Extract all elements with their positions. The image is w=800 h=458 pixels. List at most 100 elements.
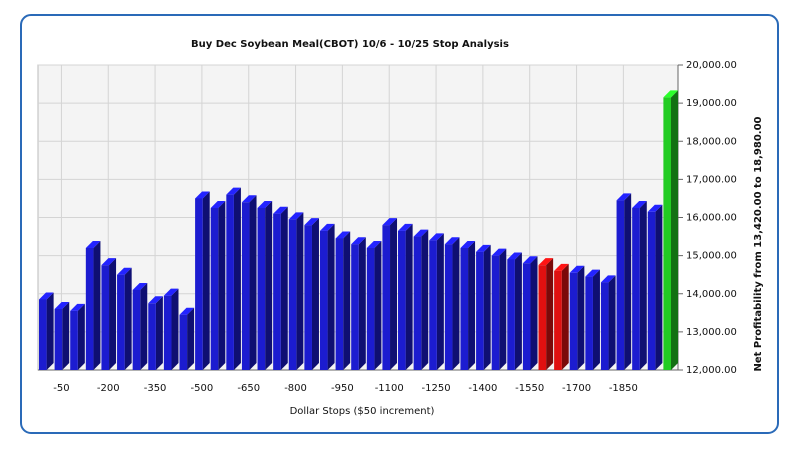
bar: [85, 241, 101, 370]
bar-face: [288, 219, 297, 370]
bar: [117, 267, 132, 370]
bar-face: [273, 206, 288, 214]
bar-face: [296, 212, 304, 370]
y-tick-label: 19,000.00: [686, 98, 737, 109]
bar-face: [444, 237, 460, 245]
bar-face: [226, 194, 234, 370]
bar-face: [655, 204, 663, 370]
bar-face: [241, 202, 250, 370]
bar-face: [304, 225, 312, 370]
bar-face: [101, 265, 110, 370]
bar-face: [600, 282, 609, 370]
x-tick-label: -500: [191, 383, 214, 394]
bar-face: [343, 231, 351, 370]
bar-face: [436, 233, 444, 370]
bar-face: [179, 314, 188, 370]
bar-face: [202, 191, 210, 370]
bar-face: [273, 213, 281, 370]
bar-face: [530, 256, 538, 370]
bar-face: [319, 230, 328, 370]
bar-face: [288, 212, 304, 220]
bar: [429, 233, 444, 370]
bar: [569, 265, 585, 370]
bar-face: [491, 255, 500, 370]
y-tick-label: 17,000.00: [686, 174, 737, 185]
bar: [491, 248, 507, 370]
bar: [647, 204, 663, 370]
bar-face: [249, 195, 257, 370]
x-tick-label: -650: [237, 383, 260, 394]
bar: [335, 231, 351, 370]
bar-face: [483, 244, 491, 370]
bar-face: [148, 296, 163, 304]
bar-face: [280, 206, 288, 370]
x-axis-label: Dollar Stops ($50 increment): [290, 406, 435, 417]
bar-face: [39, 292, 54, 300]
x-tick-label: -1550: [515, 383, 544, 394]
bar-face: [413, 229, 429, 237]
bar-face: [507, 259, 515, 370]
x-tick-label: -1400: [468, 383, 497, 394]
bar: [460, 241, 476, 370]
bar-face: [195, 191, 210, 199]
x-tick-label: -1850: [609, 383, 638, 394]
bar-face: [70, 303, 85, 311]
bar-face: [499, 248, 507, 370]
chart-title: Buy Dec Soybean Meal(CBOT) 10/6 - 10/25 …: [191, 39, 509, 50]
y-tick-label: 16,000.00: [686, 213, 737, 224]
bar-face: [241, 195, 257, 203]
bar-face: [233, 187, 241, 370]
x-tick-label: -1250: [422, 383, 451, 394]
x-tick-label: -1100: [375, 383, 404, 394]
bar: [226, 187, 241, 370]
bar-face: [647, 211, 656, 370]
bar-face: [561, 263, 569, 370]
bar-face: [155, 296, 163, 370]
bar-face: [569, 272, 578, 370]
bar-face: [366, 248, 375, 370]
bar-face: [421, 229, 429, 370]
y-tick-label: 13,000.00: [686, 327, 737, 338]
bar: [600, 275, 616, 370]
bar: [70, 303, 85, 370]
bar: [507, 252, 522, 370]
bar: [132, 282, 148, 370]
bar-face: [382, 225, 391, 370]
bar: [101, 258, 117, 370]
bar-face: [62, 302, 70, 370]
bar-face: [140, 282, 148, 370]
bar-face: [585, 269, 600, 277]
bar-face: [319, 223, 335, 231]
bar-face: [163, 295, 172, 370]
bar: [148, 296, 163, 370]
bar: [382, 218, 398, 370]
bar-face: [663, 97, 671, 370]
bar-face: [413, 236, 422, 370]
bar-face: [54, 302, 70, 309]
bar-face: [546, 258, 554, 370]
bar-face: [304, 218, 319, 226]
bar-face: [117, 267, 132, 275]
bar-face: [366, 241, 382, 248]
bar-face: [351, 237, 366, 245]
bar: [585, 269, 600, 370]
bar: [54, 302, 70, 370]
x-tick-label: -200: [97, 383, 120, 394]
bar-face: [507, 252, 522, 260]
bar-face: [93, 241, 101, 370]
bar: [522, 256, 538, 370]
bar-face: [476, 251, 484, 370]
bar-face: [600, 275, 616, 283]
bar-face: [460, 241, 476, 248]
bar-face: [663, 90, 678, 98]
bar-face: [132, 282, 148, 290]
bar: [554, 263, 569, 370]
bar-face: [616, 200, 625, 370]
bar-face: [444, 244, 453, 370]
bar: [476, 244, 491, 370]
bar-face: [382, 218, 398, 226]
x-tick-label: -50: [53, 383, 69, 394]
bar-face: [554, 263, 569, 271]
bar-face: [538, 265, 547, 370]
bar-face: [39, 299, 47, 370]
